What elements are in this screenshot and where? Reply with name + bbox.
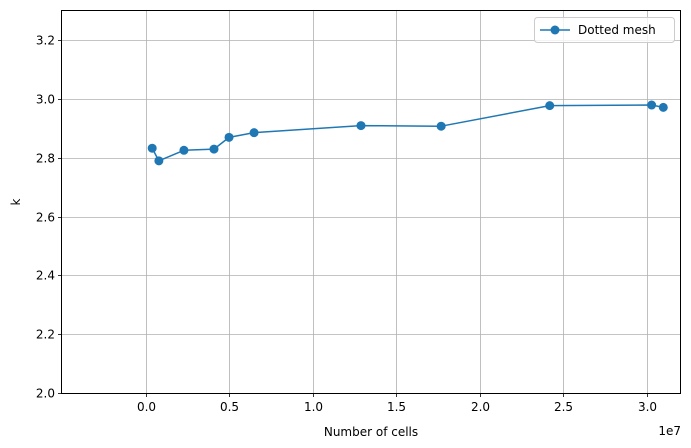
legend: Dotted mesh <box>534 17 675 43</box>
y-axis-label: k <box>9 198 23 205</box>
x-tick-label: 3.0 <box>638 400 657 414</box>
x-tick-label: 0.0 <box>137 400 156 414</box>
y-tick-label: 3.0 <box>36 93 55 107</box>
x-axis-offset-label: 1e7 <box>658 424 681 438</box>
x-axis-label: Number of cells <box>324 425 418 439</box>
data-point <box>647 100 657 110</box>
y-tick-label: 2.8 <box>36 152 55 166</box>
y-tick-label: 2.0 <box>36 387 55 401</box>
data-point <box>436 121 446 131</box>
plot-frame <box>61 10 681 394</box>
data-point <box>209 144 219 154</box>
y-tick-label: 2.6 <box>36 211 55 225</box>
data-point <box>249 128 259 138</box>
data-series <box>147 100 668 166</box>
y-tick-label: 3.2 <box>36 34 55 48</box>
x-tick-label: 2.0 <box>471 400 490 414</box>
x-tick-label: 1.5 <box>387 400 406 414</box>
data-point <box>224 132 234 142</box>
x-tick-label: 1.0 <box>304 400 323 414</box>
x-tick-label: 2.5 <box>554 400 573 414</box>
y-tick-label: 2.2 <box>36 328 55 342</box>
x-tick-label: 0.5 <box>220 400 239 414</box>
y-tick-label: 2.4 <box>36 269 55 283</box>
axis-ticks: 0.0 0.5 1.0 1.5 2.0 2.5 3.0 2.0 2.2 2.4 2.6 2.8 3.0 3… <box>36 34 657 415</box>
data-point <box>147 143 157 153</box>
data-point <box>545 101 555 111</box>
data-point <box>179 145 189 155</box>
data-point <box>356 121 366 131</box>
legend-label: Dotted mesh <box>578 23 656 37</box>
legend-marker-swatch <box>550 25 560 35</box>
legend-box <box>534 17 675 43</box>
data-point <box>154 156 164 166</box>
data-point <box>658 102 668 112</box>
